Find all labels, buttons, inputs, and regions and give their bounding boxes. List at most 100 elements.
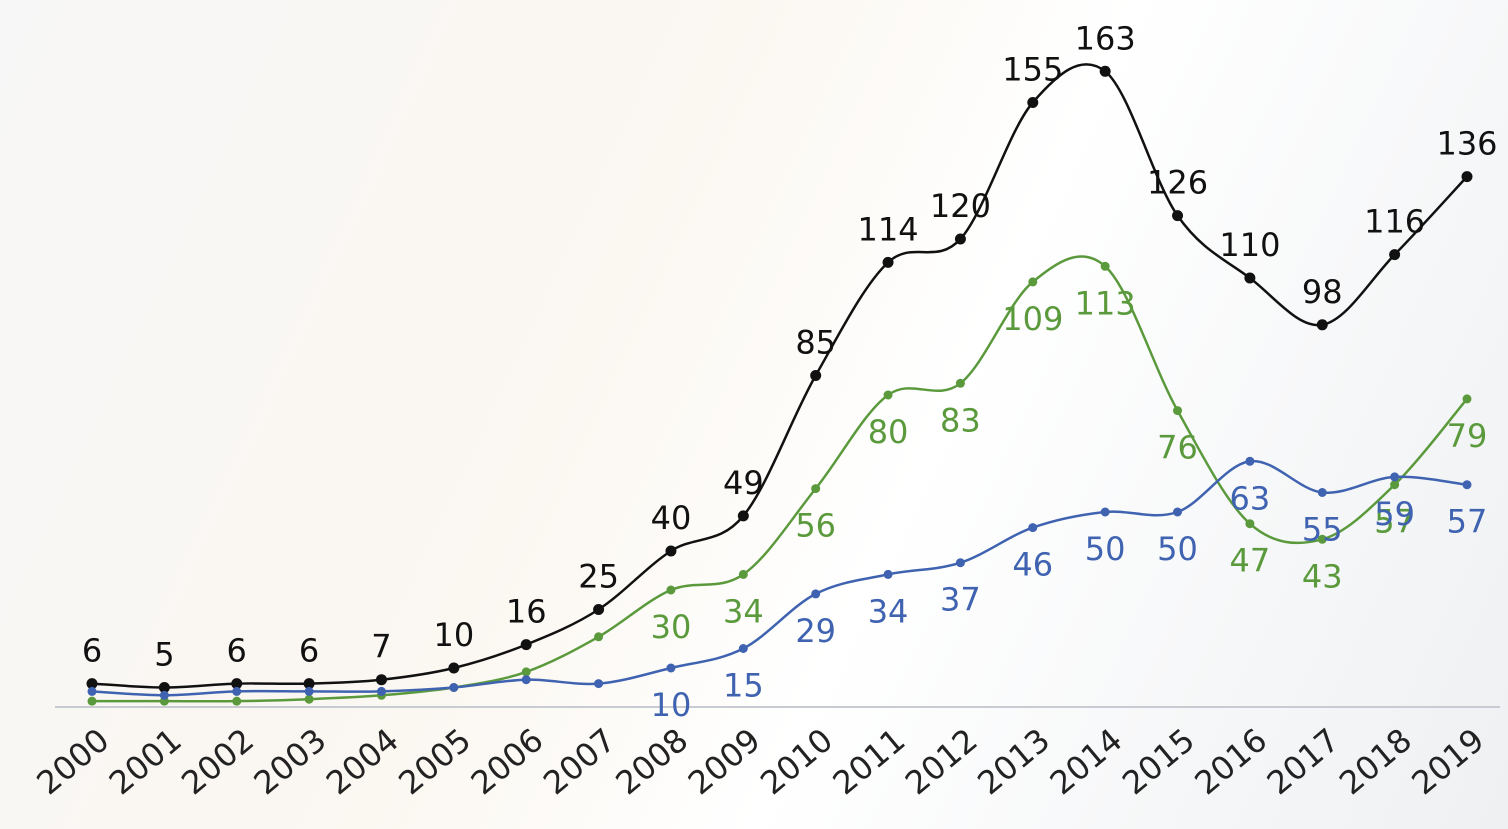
x-tick-label: 2005 [391, 721, 478, 802]
point [665, 545, 677, 557]
data-label: 10 [433, 616, 474, 654]
point [811, 589, 821, 599]
point [1100, 507, 1110, 517]
point [304, 694, 314, 704]
point [521, 667, 531, 677]
point [521, 675, 531, 685]
data-label: 6 [299, 632, 319, 670]
point [810, 370, 822, 381]
data-label: 34 [723, 592, 764, 630]
point [955, 378, 965, 388]
point [520, 639, 532, 651]
point [955, 558, 965, 568]
data-label: 43 [1302, 557, 1343, 595]
data-label: 155 [1002, 51, 1063, 89]
point [1028, 523, 1038, 533]
data-label: 110 [1219, 226, 1280, 264]
data-label: 136 [1436, 125, 1497, 163]
data-label: 120 [930, 187, 991, 225]
point [1027, 97, 1039, 108]
x-tick-label: 2010 [753, 721, 840, 802]
data-label: 55 [1302, 511, 1343, 549]
x-tick-label: 2019 [1405, 721, 1492, 802]
data-label: 57 [1374, 503, 1415, 541]
point [1462, 394, 1472, 404]
data-label: 76 [1157, 429, 1198, 467]
point [1461, 171, 1473, 183]
data-label: 85 [795, 324, 836, 362]
data-label: 6 [82, 632, 102, 670]
point [883, 569, 893, 579]
point [375, 674, 387, 686]
point [882, 256, 894, 268]
point [87, 686, 97, 696]
data-label: 40 [651, 499, 692, 537]
point [883, 390, 893, 400]
point [158, 682, 170, 693]
data-label: 5 [154, 636, 174, 674]
point [737, 510, 749, 522]
point [1390, 472, 1400, 482]
point [594, 679, 604, 689]
x-tick-label: 2015 [1115, 721, 1202, 802]
point [1317, 488, 1327, 497]
data-label: 116 [1364, 203, 1425, 241]
point [1462, 480, 1472, 490]
point [1316, 319, 1328, 331]
point [448, 662, 460, 674]
x-tick-label: 2006 [464, 721, 551, 802]
point [1244, 272, 1256, 284]
data-label: 16 [506, 593, 547, 631]
data-label: 25 [578, 558, 619, 596]
x-tick-label: 2003 [247, 721, 334, 802]
x-tick-label: 2004 [319, 721, 406, 802]
x-tick-label: 2018 [1332, 721, 1419, 802]
data-label: 114 [858, 210, 919, 248]
data-label: 46 [1012, 546, 1053, 584]
data-label: 56 [795, 507, 836, 545]
point [594, 632, 604, 642]
point [1173, 406, 1183, 416]
x-tick-label: 2008 [608, 721, 695, 802]
x-tick-label: 2007 [536, 721, 623, 802]
point [232, 686, 242, 696]
x-tick-label: 2012 [898, 721, 985, 802]
x-tick-label: 2011 [826, 721, 913, 802]
point [593, 604, 605, 615]
point [1245, 456, 1255, 466]
data-label: 10 [651, 686, 692, 724]
point [954, 233, 966, 245]
data-label: 83 [940, 401, 981, 439]
data-label: 57 [1447, 503, 1488, 541]
series-line [91, 63, 1468, 689]
x-tick-label: 2014 [1043, 721, 1130, 802]
data-label: 98 [1302, 273, 1343, 311]
point [666, 585, 676, 595]
point [1245, 519, 1255, 529]
point [304, 686, 314, 696]
point [376, 686, 386, 696]
data-label: 6 [227, 632, 247, 670]
point [666, 663, 676, 673]
point [1390, 480, 1400, 490]
data-label: 80 [868, 413, 909, 451]
point [232, 696, 242, 706]
point [811, 484, 821, 494]
x-tick-label: 2016 [1187, 721, 1274, 802]
x-tick-label: 2002 [174, 721, 261, 802]
data-label: 59 [1374, 495, 1415, 533]
data-label: 49 [723, 464, 764, 502]
x-tick-label: 2009 [681, 721, 768, 802]
x-tick-label: 2000 [30, 721, 117, 802]
data-label: 126 [1147, 164, 1208, 202]
point [159, 690, 169, 700]
data-label: 63 [1230, 479, 1271, 517]
data-label: 29 [795, 612, 836, 650]
point [86, 678, 98, 690]
data-label: 50 [1085, 530, 1126, 568]
point [1389, 249, 1401, 261]
data-label: 109 [1002, 300, 1063, 338]
data-label: 113 [1075, 284, 1136, 322]
data-label: 15 [723, 667, 764, 705]
data-label: 34 [868, 592, 909, 630]
